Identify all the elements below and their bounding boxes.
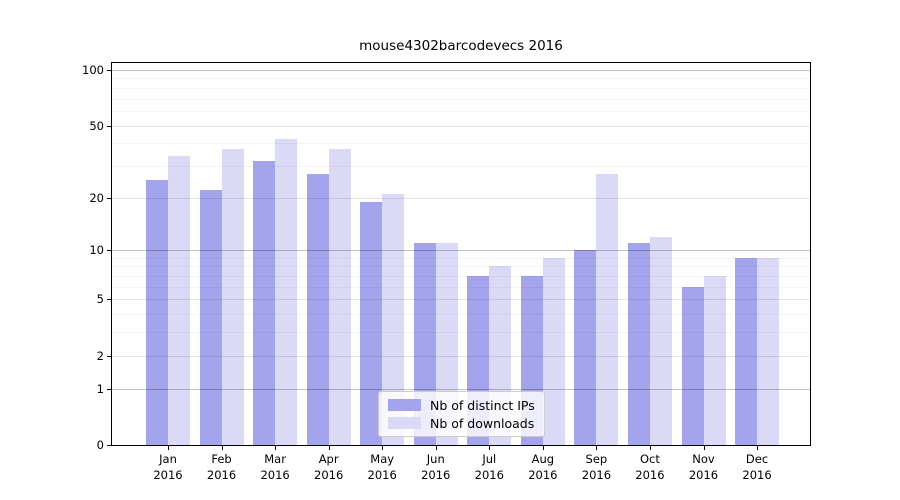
y-tick-mark-10 bbox=[107, 250, 111, 252]
y-tick-mark-2 bbox=[107, 355, 111, 357]
x-tick-mark-nov bbox=[703, 446, 705, 450]
bar-ips-dec bbox=[735, 257, 758, 445]
y-tick-label-0: 0 bbox=[96, 438, 104, 452]
y-gridline-1 bbox=[112, 388, 810, 390]
y-gridline-minor-90 bbox=[112, 78, 810, 80]
x-tick-label-dec: Dec 2016 bbox=[742, 452, 772, 482]
bar-ips-feb bbox=[199, 190, 222, 445]
x-tick-mark-may bbox=[382, 446, 384, 450]
bar-downloads-dec bbox=[757, 257, 780, 445]
y-gridline-minor-80 bbox=[112, 87, 810, 89]
y-tick-label-1: 1 bbox=[96, 381, 104, 396]
x-tick-label-jan: Jan 2016 bbox=[153, 452, 183, 482]
y-gridline-2 bbox=[112, 355, 810, 357]
y-gridline-100 bbox=[112, 70, 810, 71]
y-tick-label-10: 10 bbox=[89, 243, 104, 258]
x-tick-mark-mar bbox=[275, 446, 277, 450]
y-gridline-minor-30 bbox=[112, 165, 810, 167]
y-gridline-50 bbox=[112, 125, 810, 127]
bar-downloads-oct bbox=[649, 236, 672, 445]
bar-downloads-may bbox=[382, 193, 405, 445]
y-gridline-minor-9 bbox=[112, 257, 810, 259]
x-tick-mark-apr bbox=[328, 446, 330, 450]
y-tick-mark-100 bbox=[107, 70, 111, 71]
y-tick-mark-0 bbox=[107, 445, 111, 446]
bar-ips-oct bbox=[627, 243, 650, 445]
legend-label-distinct-ips: Nb of distinct IPs bbox=[430, 397, 535, 413]
y-gridline-minor-7 bbox=[112, 276, 810, 278]
bar-ips-nov bbox=[681, 286, 704, 445]
y-gridline-minor-40 bbox=[112, 143, 810, 145]
x-tick-mark-aug bbox=[542, 446, 544, 450]
x-tick-label-jun: Jun 2016 bbox=[421, 452, 451, 482]
x-tick-label-aug: Aug 2016 bbox=[528, 452, 558, 482]
y-gridline-minor-4 bbox=[112, 314, 810, 316]
bar-downloads-apr bbox=[328, 149, 351, 445]
legend-entry-downloads: Nb of downloads bbox=[388, 415, 535, 431]
y-tick-label-20: 20 bbox=[89, 190, 104, 205]
bar-downloads-mar bbox=[275, 139, 298, 445]
y-tick-label-5: 5 bbox=[96, 292, 104, 307]
x-tick-label-sep: Sep 2016 bbox=[581, 452, 612, 482]
y-tick-label-100: 100 bbox=[82, 63, 104, 77]
bar-ips-sep bbox=[574, 250, 597, 445]
legend-swatch-downloads bbox=[388, 417, 421, 429]
y-tick-mark-20 bbox=[107, 197, 111, 199]
legend-swatch-distinct-ips bbox=[388, 399, 421, 411]
bar-downloads-feb bbox=[221, 149, 244, 445]
bar-ips-mar bbox=[253, 160, 276, 445]
x-tick-label-mar: Mar 2016 bbox=[260, 452, 290, 482]
x-tick-label-jul: Jul 2016 bbox=[474, 452, 504, 482]
y-gridline-minor-3 bbox=[112, 332, 810, 334]
y-gridline-minor-8 bbox=[112, 266, 810, 268]
x-tick-mark-jan bbox=[168, 446, 169, 450]
y-gridline-10 bbox=[112, 250, 810, 252]
x-tick-label-oct: Oct 2016 bbox=[635, 452, 665, 482]
bar-ips-jan bbox=[146, 180, 168, 445]
x-tick-mark-oct bbox=[649, 446, 651, 450]
x-tick-label-apr: Apr 2016 bbox=[314, 452, 344, 482]
bar-downloads-sep bbox=[596, 174, 619, 445]
y-gridline-minor-70 bbox=[112, 98, 810, 100]
legend-entry-distinct-ips: Nb of distinct IPs bbox=[388, 397, 535, 413]
legend-label-downloads: Nb of downloads bbox=[430, 415, 535, 431]
y-tick-label-50: 50 bbox=[89, 118, 104, 133]
x-tick-label-may: May 2016 bbox=[367, 452, 397, 482]
bar-downloads-jan bbox=[168, 156, 190, 445]
x-tick-label-feb: Feb 2016 bbox=[206, 452, 237, 482]
y-tick-mark-1 bbox=[107, 388, 111, 390]
y-gridline-minor-6 bbox=[112, 286, 810, 288]
x-tick-mark-jul bbox=[489, 446, 491, 450]
bar-ips-may bbox=[360, 201, 383, 445]
x-tick-mark-feb bbox=[221, 446, 223, 450]
legend-box: Nb of distinct IPs Nb of downloads bbox=[378, 391, 545, 437]
chart-title: mouse4302barcodevecs 2016 bbox=[359, 38, 563, 54]
x-tick-label-nov: Nov 2016 bbox=[688, 452, 719, 482]
bar-downloads-aug bbox=[542, 257, 565, 445]
x-tick-mark-dec bbox=[757, 446, 759, 450]
plot-area bbox=[111, 62, 811, 446]
x-tick-mark-sep bbox=[596, 446, 598, 450]
x-tick-mark-jun bbox=[435, 446, 437, 450]
bar-downloads-nov bbox=[703, 276, 726, 445]
y-gridline-20 bbox=[112, 197, 810, 199]
y-tick-mark-5 bbox=[107, 299, 111, 301]
y-gridline-minor-60 bbox=[112, 110, 810, 112]
y-gridline-5 bbox=[112, 299, 810, 301]
bar-ips-apr bbox=[306, 174, 329, 445]
y-tick-mark-50 bbox=[107, 125, 111, 127]
y-tick-label-2: 2 bbox=[96, 348, 104, 363]
